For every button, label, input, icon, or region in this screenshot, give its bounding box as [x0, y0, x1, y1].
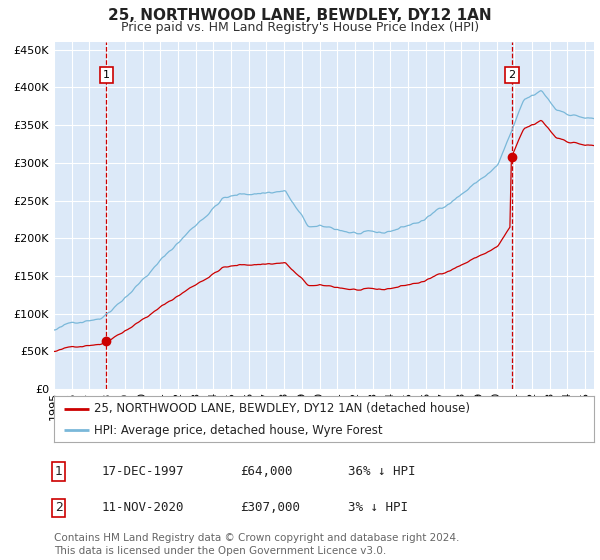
Text: Price paid vs. HM Land Registry's House Price Index (HPI): Price paid vs. HM Land Registry's House … — [121, 21, 479, 34]
Text: 3% ↓ HPI: 3% ↓ HPI — [348, 501, 408, 515]
Text: 25, NORTHWOOD LANE, BEWDLEY, DY12 1AN: 25, NORTHWOOD LANE, BEWDLEY, DY12 1AN — [108, 8, 492, 24]
Text: £64,000: £64,000 — [240, 465, 293, 478]
Text: 1: 1 — [103, 70, 110, 80]
Text: 36% ↓ HPI: 36% ↓ HPI — [348, 465, 415, 478]
Text: HPI: Average price, detached house, Wyre Forest: HPI: Average price, detached house, Wyre… — [95, 423, 383, 436]
Text: 11-NOV-2020: 11-NOV-2020 — [102, 501, 185, 515]
Text: 2: 2 — [508, 70, 515, 80]
Text: 1: 1 — [55, 465, 63, 478]
Text: Contains HM Land Registry data © Crown copyright and database right 2024.
This d: Contains HM Land Registry data © Crown c… — [54, 533, 460, 556]
Text: 2: 2 — [55, 501, 63, 515]
Text: 17-DEC-1997: 17-DEC-1997 — [102, 465, 185, 478]
Text: £307,000: £307,000 — [240, 501, 300, 515]
Text: 25, NORTHWOOD LANE, BEWDLEY, DY12 1AN (detached house): 25, NORTHWOOD LANE, BEWDLEY, DY12 1AN (d… — [95, 403, 470, 416]
